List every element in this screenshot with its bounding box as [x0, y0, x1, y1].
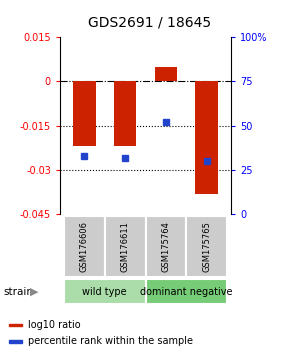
- Text: percentile rank within the sample: percentile rank within the sample: [28, 336, 193, 346]
- Bar: [9, 324, 22, 326]
- Text: log10 ratio: log10 ratio: [28, 320, 80, 330]
- Bar: [114, 81, 136, 146]
- Text: GDS2691 / 18645: GDS2691 / 18645: [88, 16, 212, 30]
- FancyBboxPatch shape: [105, 216, 146, 277]
- FancyBboxPatch shape: [146, 279, 227, 304]
- FancyBboxPatch shape: [64, 279, 146, 304]
- Text: GSM175764: GSM175764: [161, 221, 170, 272]
- FancyBboxPatch shape: [146, 216, 186, 277]
- Bar: [73, 81, 96, 146]
- Text: GSM176611: GSM176611: [121, 221, 130, 272]
- Text: GSM175765: GSM175765: [202, 221, 211, 272]
- Text: strain: strain: [3, 287, 33, 297]
- Text: GSM176606: GSM176606: [80, 221, 89, 272]
- Text: wild type: wild type: [82, 287, 127, 297]
- FancyBboxPatch shape: [186, 216, 227, 277]
- Bar: [9, 340, 22, 343]
- Bar: [195, 81, 218, 194]
- Text: dominant negative: dominant negative: [140, 287, 232, 297]
- Text: ▶: ▶: [30, 287, 38, 297]
- Bar: [155, 67, 177, 81]
- FancyBboxPatch shape: [64, 216, 105, 277]
